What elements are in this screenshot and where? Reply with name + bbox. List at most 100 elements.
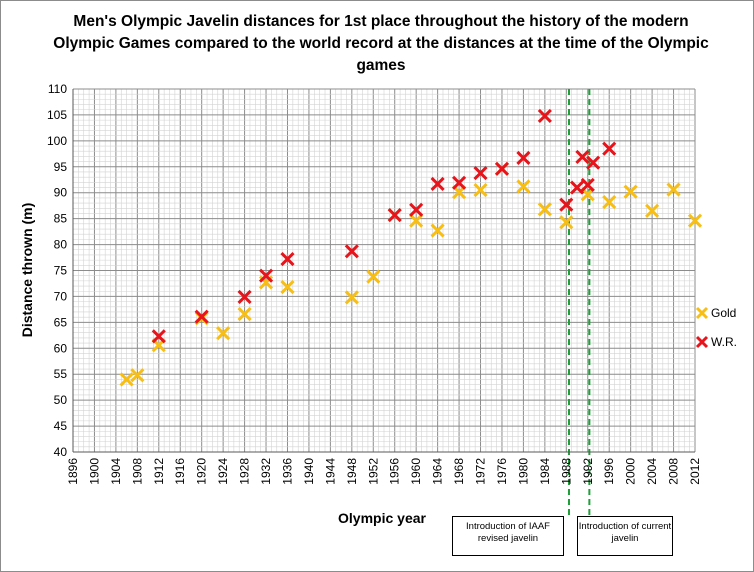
data-point (237, 306, 252, 322)
data-point (430, 176, 445, 191)
x-tick-label: 1972 (474, 458, 488, 485)
y-tick-label: 95 (54, 160, 68, 174)
data-point (280, 280, 295, 295)
data-point (119, 372, 134, 387)
annotation-current-label: Introduction of current javelin (578, 521, 672, 544)
data-point (559, 197, 574, 212)
x-tick-label: 2008 (667, 458, 681, 485)
y-tick-label: 100 (47, 134, 67, 148)
y-tick-label: 55 (54, 367, 68, 381)
y-tick-label: 75 (54, 264, 68, 278)
data-point (575, 149, 590, 164)
x-tick-label: 1992 (581, 458, 595, 485)
x-tick-label: 1968 (452, 458, 466, 485)
data-point (586, 155, 601, 170)
x-tick-label: 1900 (87, 458, 101, 485)
data-point (387, 207, 402, 223)
y-tick-label: 105 (47, 108, 67, 122)
x-tick-label: 1996 (602, 458, 616, 485)
data-point (280, 252, 295, 267)
y-tick-label: 60 (54, 341, 68, 355)
x-tick-label: 1936 (280, 458, 294, 485)
x-tick-labels: 1896 1900 1904 1908 1912 1916 1920 1924 1928 1932… (66, 458, 702, 485)
x-tick-label: 2000 (624, 458, 638, 485)
x-tick-label: 1920 (195, 458, 209, 485)
data-point (537, 108, 552, 124)
legend-marker (695, 335, 709, 349)
data-point (687, 213, 703, 228)
data-point (344, 290, 359, 305)
series-w-r (151, 108, 617, 344)
x-tick-label: 1956 (388, 458, 402, 485)
y-tick-label: 70 (54, 289, 68, 303)
annotation-current-javelin: Introduction of current javelin (577, 516, 673, 556)
data-point (559, 215, 574, 230)
data-point (151, 329, 166, 344)
x-tick-label: 1896 (66, 458, 80, 485)
x-tick-label: 2012 (688, 458, 702, 485)
y-tick-label: 85 (54, 212, 68, 226)
axes (72, 89, 695, 453)
data-point (409, 202, 424, 217)
grid (72, 88, 696, 453)
data-point (537, 202, 552, 217)
annotation-iaaf-revised-javelin: Introduction of IAAF revised javelin (452, 516, 564, 556)
legend-marker (695, 306, 709, 320)
data-point (623, 184, 638, 199)
chart-title: Men's Olympic Javelin distances for 1st … (53, 13, 709, 74)
x-tick-label: 1944 (323, 458, 337, 485)
x-tick-label: 1964 (431, 458, 445, 485)
x-tick-label: 1960 (409, 458, 423, 485)
x-tick-label: 1940 (302, 458, 316, 485)
y-tick-label: 65 (54, 315, 68, 329)
x-tick-label: 1948 (345, 458, 359, 485)
data-point (494, 161, 510, 176)
y-tick-label: 110 (48, 82, 67, 96)
data-point (580, 177, 595, 192)
x-tick-label: 1904 (109, 458, 123, 485)
data-point (344, 244, 359, 259)
data-point (194, 309, 209, 324)
annotation-iaaf-label: Introduction of IAAF revised javelin (466, 521, 550, 544)
data-point (569, 180, 585, 195)
x-tick-label: 1908 (130, 458, 144, 485)
x-tick-label: 1980 (516, 458, 530, 485)
data-point (430, 223, 445, 238)
legend: Gold W.R. (695, 306, 737, 349)
x-tick-label: 1984 (538, 458, 552, 485)
x-tick-label: 1952 (366, 458, 380, 485)
legend-label: Gold (711, 306, 736, 320)
data-point (409, 213, 424, 228)
data-point (237, 289, 252, 305)
data-point (452, 175, 467, 190)
x-tick-label: 1976 (495, 458, 509, 485)
y-tick-label: 90 (54, 186, 68, 200)
x-tick-label: 2004 (645, 458, 659, 485)
data-point (258, 268, 274, 283)
y-tick-label: 40 (54, 445, 68, 459)
y-tick-label: 50 (54, 393, 68, 407)
data-point (602, 141, 617, 156)
data-series (119, 108, 703, 387)
data-point (602, 194, 617, 210)
data-point (130, 368, 145, 383)
x-axis-title: Olympic year (338, 510, 426, 526)
data-point (666, 182, 681, 197)
data-point (473, 183, 488, 198)
x-tick-label: 1916 (173, 458, 187, 485)
y-axis-title: Distance thrown (m) (19, 203, 35, 338)
data-point (216, 326, 231, 341)
data-point (645, 203, 660, 218)
x-tick-label: 1924 (216, 458, 230, 485)
legend-label: W.R. (711, 335, 737, 349)
data-point (473, 165, 488, 181)
y-tick-labels: 40 45 50 55 60 65 70 75 80 85 90 95 100 105 110 (47, 82, 67, 459)
data-point (516, 150, 531, 166)
data-point (516, 179, 531, 194)
x-tick-label: 1988 (559, 458, 573, 485)
y-tick-label: 80 (54, 238, 68, 252)
x-tick-label: 1912 (152, 458, 166, 485)
x-tick-label: 1928 (238, 458, 252, 485)
y-tick-label: 45 (54, 419, 68, 433)
